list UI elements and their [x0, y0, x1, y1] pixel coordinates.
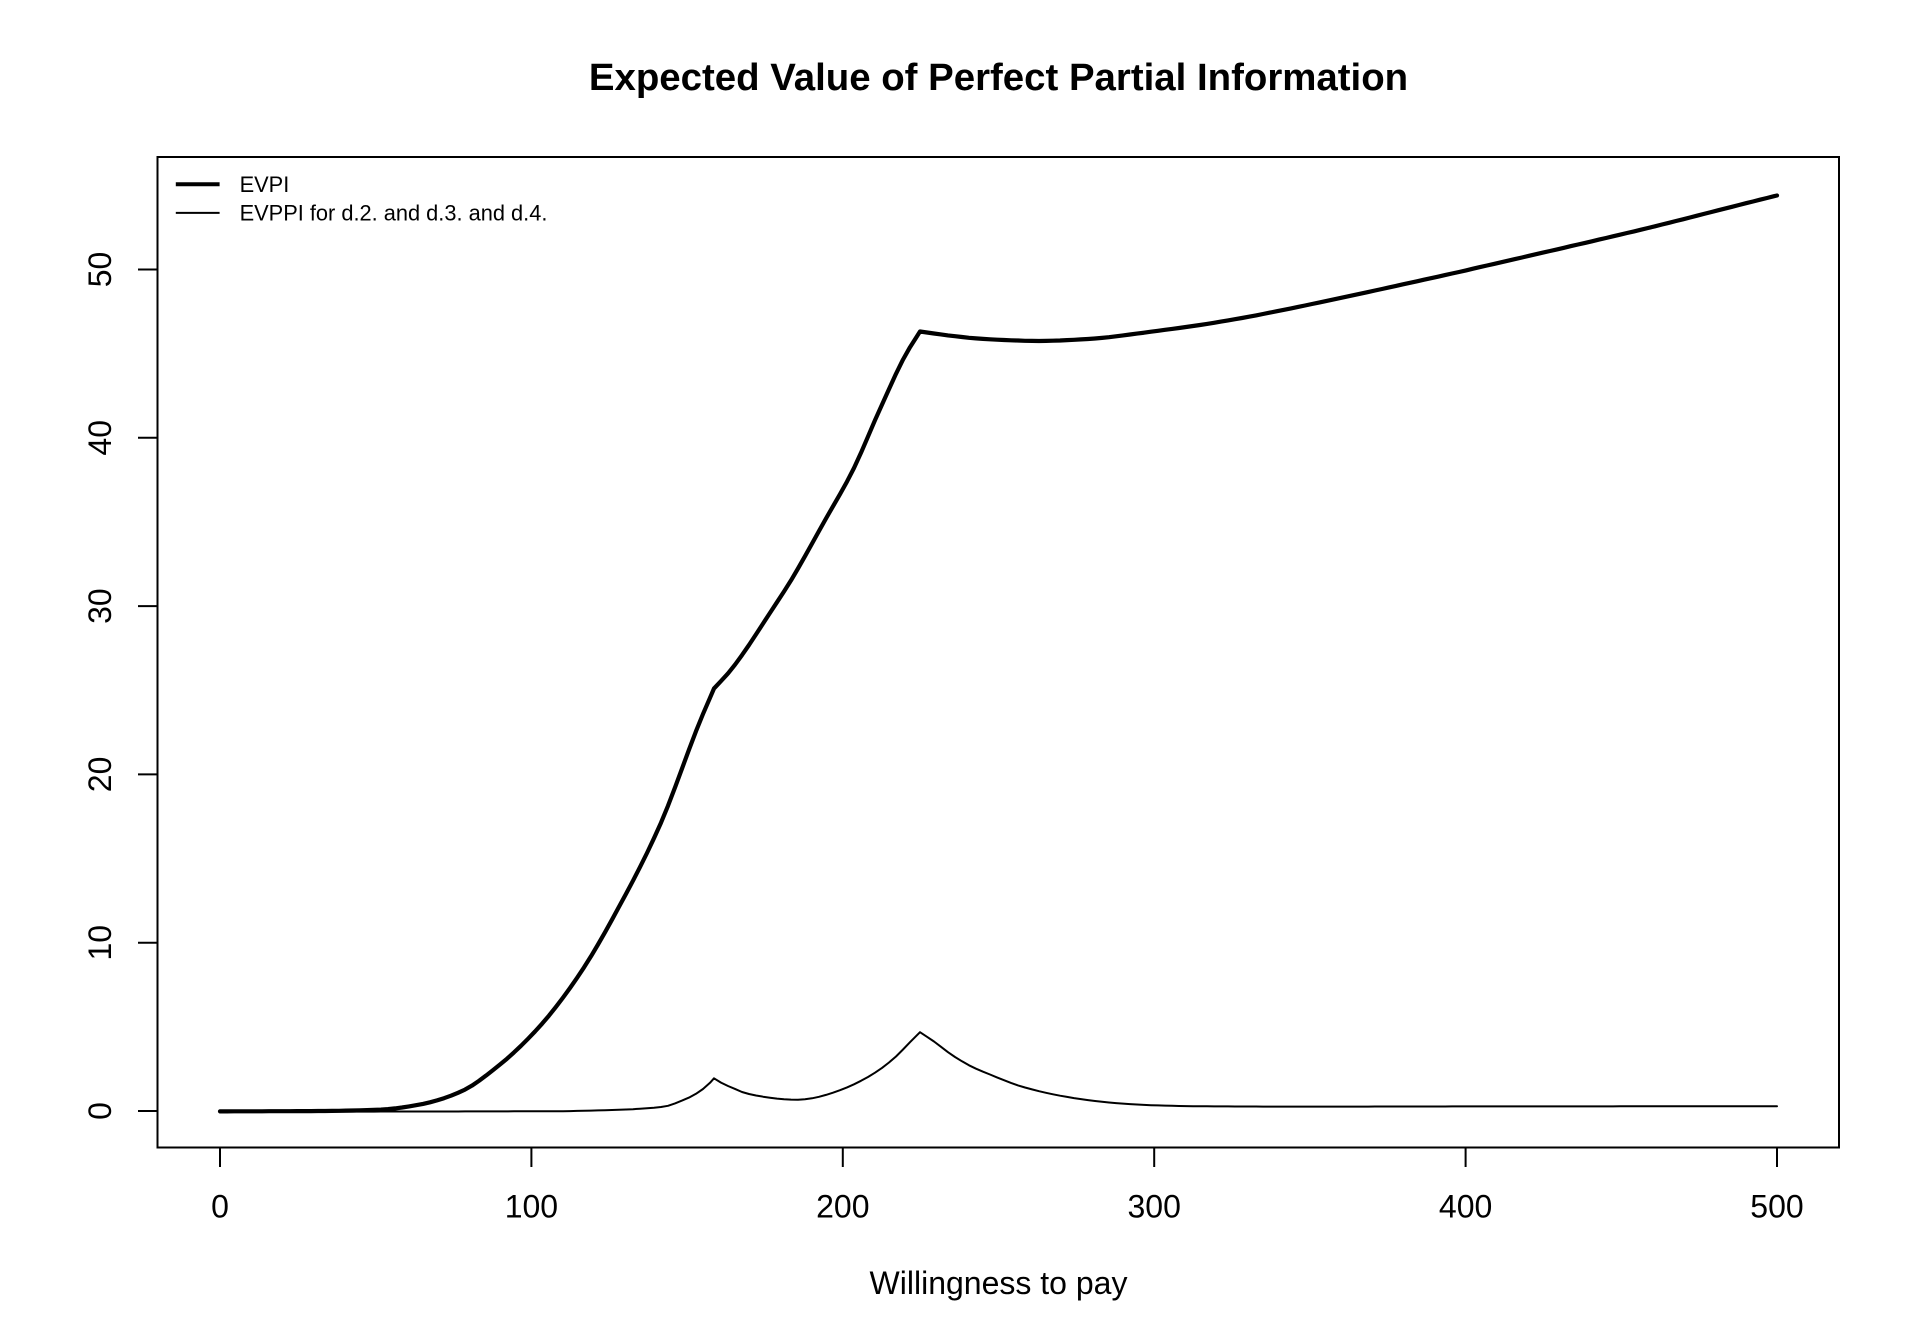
svg-text:20: 20	[82, 757, 118, 793]
svg-text:0: 0	[211, 1189, 229, 1225]
svg-text:Expected Value of Perfect Part: Expected Value of Perfect Partial Inform…	[589, 56, 1408, 99]
svg-text:400: 400	[1439, 1189, 1492, 1225]
svg-text:0: 0	[82, 1102, 118, 1120]
svg-text:100: 100	[505, 1189, 558, 1225]
svg-text:Willingness to pay: Willingness to pay	[870, 1265, 1128, 1301]
svg-text:500: 500	[1750, 1189, 1803, 1225]
svg-text:EVPI: EVPI	[240, 172, 290, 197]
svg-text:200: 200	[816, 1189, 869, 1225]
svg-text:30: 30	[82, 588, 118, 624]
svg-text:10: 10	[82, 925, 118, 961]
svg-text:300: 300	[1128, 1189, 1181, 1225]
svg-text:40: 40	[82, 420, 118, 456]
svg-text:EVPPI for d.2. and d.3. and d.: EVPPI for d.2. and d.3. and d.4.	[240, 201, 548, 226]
svg-text:50: 50	[82, 252, 118, 288]
